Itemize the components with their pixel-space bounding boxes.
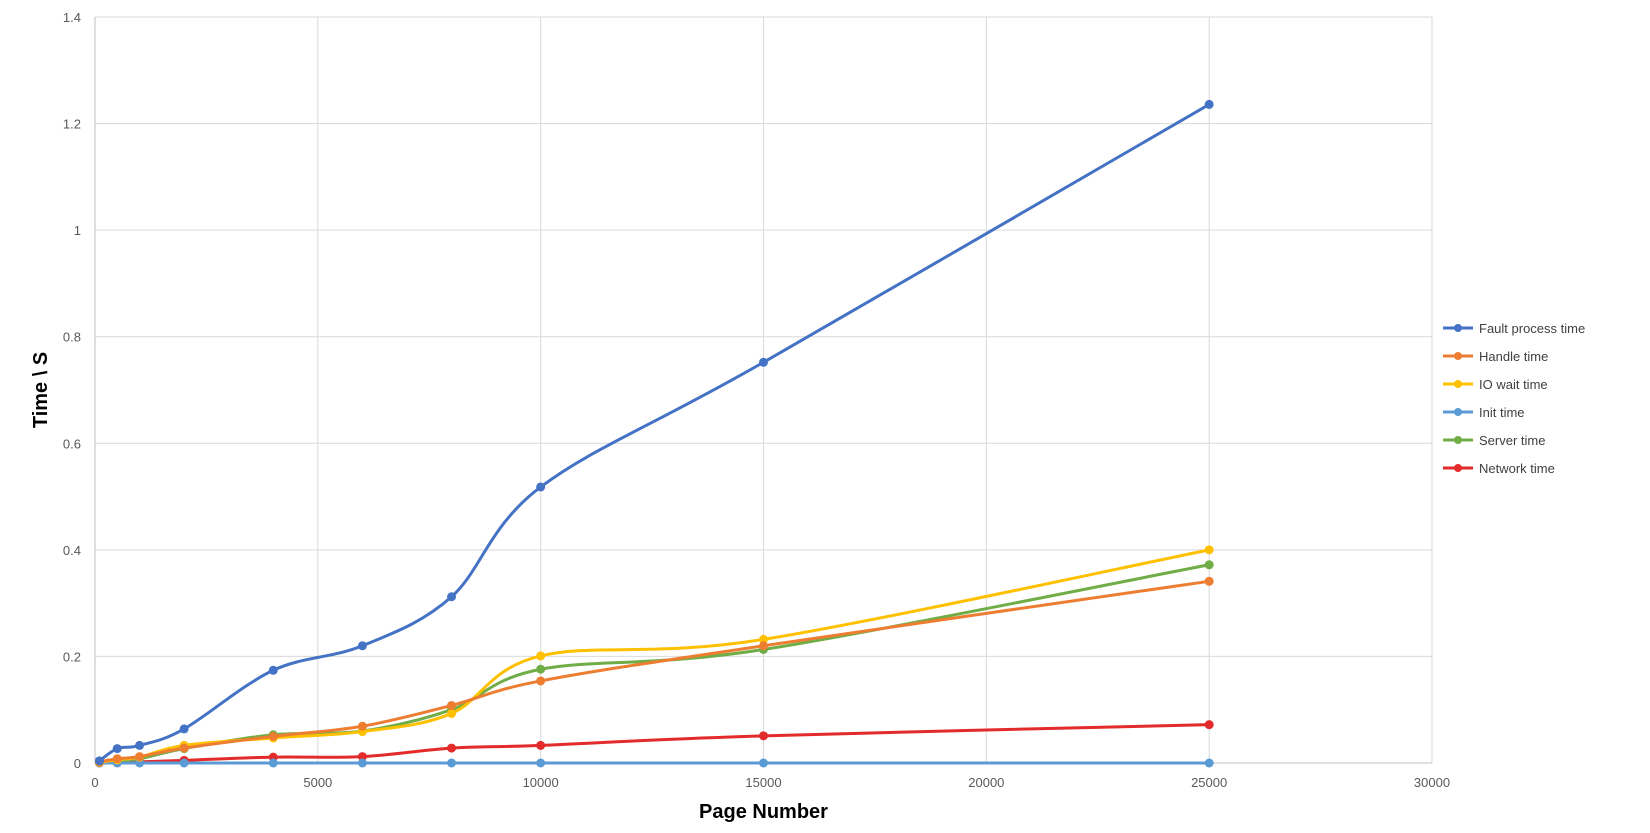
data-point-init-time	[447, 758, 457, 768]
legend-item-fault-process-time: Fault process time	[1443, 321, 1585, 336]
legend-item-network-time: Network time	[1443, 461, 1555, 476]
x-tick-label: 30000	[1414, 775, 1450, 790]
data-point-fault-process-time	[447, 592, 457, 602]
data-point-handle-time	[357, 721, 367, 731]
data-point-fault-process-time	[1204, 99, 1214, 109]
series-line-network-time	[97, 723, 1211, 765]
data-point-init-time	[357, 758, 367, 768]
legend: Fault process time Handle time IO wait tim…	[1443, 321, 1585, 476]
legend-label: Server time	[1479, 433, 1545, 448]
legend-label: IO wait time	[1479, 377, 1548, 392]
legend-swatch-marker	[1454, 380, 1462, 388]
data-point-network-time	[357, 752, 367, 762]
legend-swatch-marker	[1454, 436, 1462, 444]
x-tick-label: 10000	[523, 775, 559, 790]
legend-swatch-marker	[1454, 408, 1462, 416]
y-tick-label: 0	[74, 756, 81, 771]
legend-item-io-wait-time: IO wait time	[1443, 377, 1548, 392]
y-tick-label: 1.2	[63, 117, 81, 132]
x-tick-label: 25000	[1191, 775, 1227, 790]
data-point-init-time	[1204, 758, 1214, 768]
data-point-fault-process-time	[94, 756, 104, 766]
legend-label: Fault process time	[1479, 321, 1585, 336]
series-fault-process-time	[94, 99, 1214, 766]
data-point-handle-time	[759, 641, 768, 651]
data-point-handle-time	[447, 700, 457, 710]
y-axis-title: Time \ S	[30, 352, 52, 428]
tick-labels: 0 5000 10000 15000 20000 25000 30000 0 0.2 0.4 0.6…	[63, 10, 1450, 790]
legend-item-handle-time: Handle time	[1443, 349, 1548, 364]
data-point-handle-time	[536, 676, 546, 686]
data-point-fault-process-time	[357, 641, 367, 651]
data-point-handle-time	[1204, 576, 1214, 586]
legend-swatch-marker	[1454, 464, 1462, 472]
data-point-fault-process-time	[179, 724, 189, 734]
data-point-network-time	[759, 731, 768, 741]
x-tick-label: 5000	[303, 775, 332, 790]
series-lines	[94, 99, 1214, 768]
data-point-handle-time	[112, 754, 122, 764]
data-point-network-time	[536, 740, 546, 750]
legend-swatch-marker	[1454, 324, 1462, 332]
data-point-init-time	[759, 758, 768, 768]
data-point-network-time	[447, 743, 457, 753]
data-point-network-time	[1204, 720, 1214, 730]
data-point-server-time	[1204, 560, 1214, 570]
series-network-time	[94, 720, 1214, 768]
y-tick-label: 1	[74, 223, 81, 238]
data-point-init-time	[179, 758, 189, 768]
data-point-handle-time	[135, 752, 145, 762]
legend-swatch-marker	[1454, 352, 1462, 360]
data-point-init-time	[536, 758, 546, 768]
data-point-fault-process-time	[536, 482, 546, 492]
legend-label: Init time	[1479, 405, 1525, 420]
data-point-io-wait-time	[1204, 545, 1214, 555]
y-tick-label: 0.4	[63, 543, 81, 558]
data-point-fault-process-time	[759, 357, 768, 367]
data-point-fault-process-time	[112, 744, 122, 754]
series-handle-time	[94, 576, 1214, 767]
x-tick-label: 0	[91, 775, 98, 790]
series-init-time	[94, 758, 1214, 768]
y-tick-label: 0.2	[63, 649, 81, 664]
legend-label: Network time	[1479, 461, 1555, 476]
data-point-io-wait-time	[447, 708, 457, 718]
data-point-handle-time	[179, 743, 189, 753]
data-point-fault-process-time	[268, 665, 278, 675]
y-tick-label: 0.8	[63, 330, 81, 345]
x-tick-label: 20000	[968, 775, 1004, 790]
data-point-io-wait-time	[536, 651, 546, 661]
x-tick-label: 15000	[745, 775, 781, 790]
data-point-handle-time	[268, 731, 278, 741]
x-axis-title: Page Number	[699, 801, 828, 823]
legend-item-init-time: Init time	[1443, 405, 1525, 420]
data-point-fault-process-time	[135, 740, 145, 750]
data-point-init-time	[268, 758, 278, 768]
data-point-server-time	[536, 664, 546, 674]
data-point-io-wait-time	[759, 634, 768, 644]
grid	[95, 16, 1433, 763]
legend-item-server-time: Server time	[1443, 433, 1545, 448]
y-tick-label: 1.4	[63, 10, 81, 25]
y-tick-label: 0.6	[63, 436, 81, 451]
legend-label: Handle time	[1479, 349, 1548, 364]
